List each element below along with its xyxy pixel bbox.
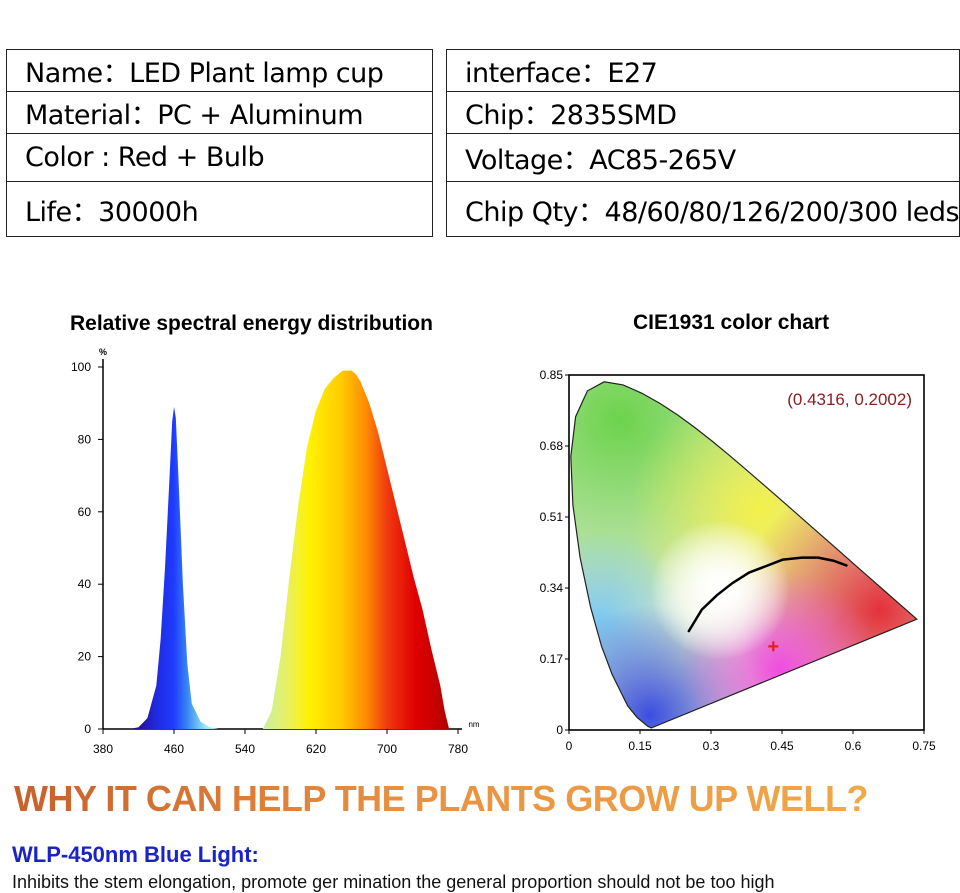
spec-life: Life：30000h: [6, 181, 433, 237]
cie-x-tick-label: 0.45: [770, 739, 794, 753]
spectrum-x-tick-label: 540: [235, 742, 255, 756]
spec-chip: Chip：2835SMD: [445, 91, 960, 134]
spectrum-x-tick-label: 620: [306, 742, 326, 756]
cie-planckian-locus: [687, 556, 848, 633]
spectrum-chart: 0 20 40 60 80 100 380 460 540 620 700 780% nm: [71, 347, 480, 756]
cie-x-tick-label: 0.6: [845, 739, 862, 753]
cie-x-tick-label: 0.75: [912, 739, 936, 753]
cie-x-tick-label: 0: [566, 739, 573, 753]
cie-x-tick-label: 0.15: [628, 739, 652, 753]
spectrum-x-tick-label: 380: [93, 742, 113, 756]
cie-y-tick-label: 0.34: [540, 581, 564, 595]
spec-color: Color : Red + Bulb: [6, 133, 433, 182]
spectrum-area-series: [129, 370, 450, 729]
cie-y-tick-label: 0.68: [540, 439, 564, 453]
spec-table-left: Name：LED Plant lamp cup Material：PC + Al…: [6, 49, 433, 237]
spectrum-x-label: nm: [468, 720, 479, 729]
cie-frame: [568, 374, 925, 731]
cie-x-tick-label: 0.3: [703, 739, 720, 753]
blue-light-description: Inhibits the stem elongation, promote ge…: [12, 872, 775, 892]
spec-material: Material：PC + Aluminum: [6, 91, 433, 134]
cie-y-tick-label: 0.85: [540, 368, 564, 382]
spectrum-x-tick-label: 700: [377, 742, 397, 756]
cie-chart-title: CIE1931 color chart: [633, 311, 830, 334]
cie-y-tick-label: 0.51: [540, 510, 564, 524]
spectrum-y-tick-label: 60: [78, 505, 92, 519]
cie-color-region: [570, 381, 917, 728]
cie-point-marker: [768, 641, 779, 652]
spec-interface: interface：E27: [445, 49, 960, 92]
spec-table-right: interface：E27 Chip：2835SMD Voltage：AC85-…: [445, 49, 960, 237]
cie-horseshoe-outline: [570, 381, 918, 729]
spectrum-x-tick-label: 780: [448, 742, 468, 756]
spectrum-y-label: %: [99, 347, 107, 357]
spectrum-y-tick-label: 100: [71, 360, 91, 374]
spectrum-y-tick-label: 80: [78, 432, 92, 446]
blue-light-heading: WLP-450nm Blue Light:: [12, 842, 259, 867]
spectrum-chart-title: Relative spectral energy distribution: [70, 312, 433, 335]
spectrum-x-tick-label: 460: [164, 742, 184, 756]
spec-name: Name：LED Plant lamp cup: [6, 49, 433, 92]
spec-chip-qty: Chip Qty：48/60/80/126/200/300 leds: [445, 181, 960, 237]
cie-y-tick-label: 0.17: [540, 652, 564, 666]
spectrum-y-tick-label: 0: [84, 722, 91, 736]
cie-chart: 0 0.17 0.34 0.51 0.68 0.85 0 0.15 0.3 0.45 0.6 0.75…: [540, 368, 936, 753]
headline: WHY IT CAN HELP THE PLANTS GROW UP WELL?: [14, 778, 869, 819]
cie-y-tick-label: 0: [556, 723, 563, 737]
cie-annotation: (0.4316, 0.2002): [787, 390, 912, 409]
spectrum-y-tick-label: 20: [78, 650, 92, 664]
spectrum-y-tick-label: 40: [78, 577, 92, 591]
spec-voltage: Voltage：AC85-265V: [445, 133, 960, 182]
